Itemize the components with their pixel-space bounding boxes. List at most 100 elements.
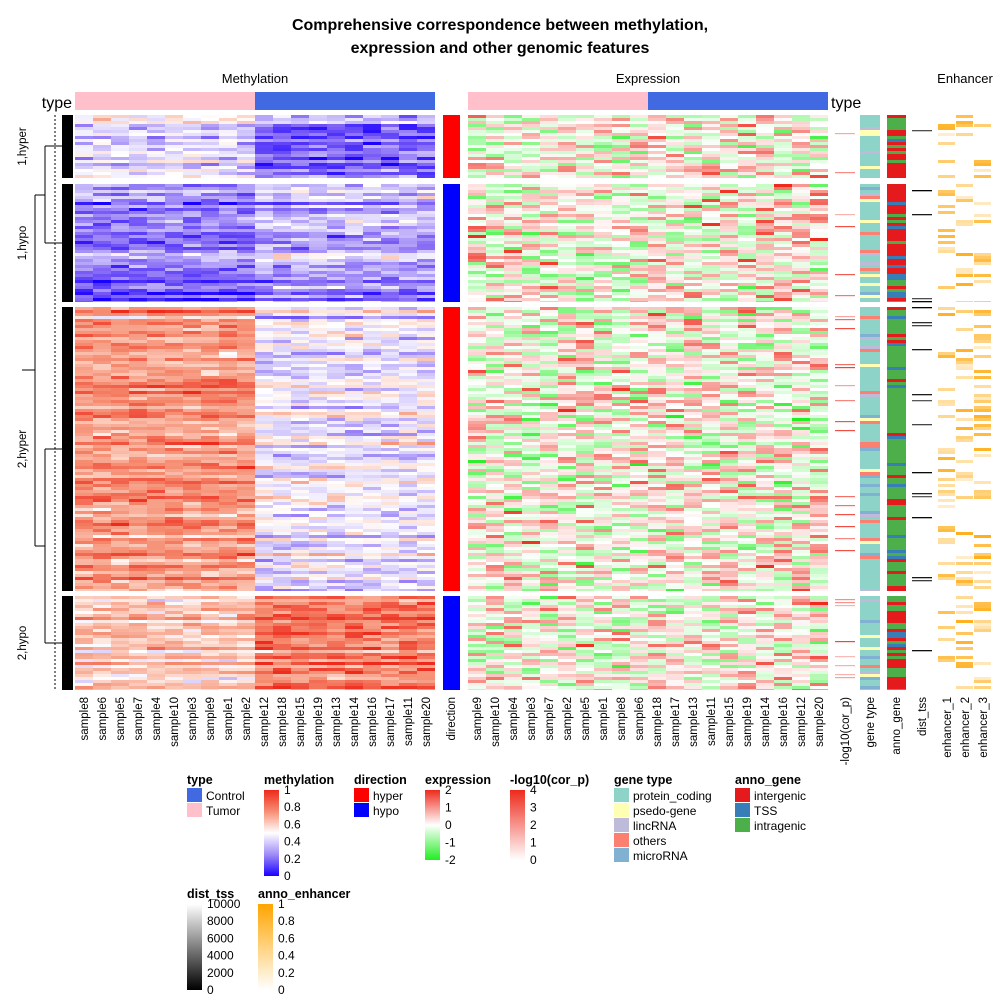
expression-cell [540, 208, 558, 211]
expression-cell [558, 463, 576, 466]
methylation-cell [129, 397, 147, 400]
expression-cell [594, 469, 612, 472]
expression-cell [576, 292, 594, 295]
expression-cell [774, 136, 792, 139]
expression-cell [540, 133, 558, 136]
expression-cell [612, 397, 630, 400]
anno-gene-cell [887, 124, 906, 127]
expression-cell [792, 325, 810, 328]
methylation-cell [363, 391, 381, 394]
expression-cell [666, 157, 684, 160]
cor-p-cell [835, 421, 855, 423]
methylation-cell [93, 262, 111, 265]
methylation-cell [417, 160, 435, 163]
expression-cell [594, 277, 612, 280]
expression-cell [648, 115, 666, 118]
methylation-cell [363, 235, 381, 238]
methylation-cell [399, 169, 417, 172]
expression-cell [594, 175, 612, 178]
expression-cell [792, 355, 810, 358]
expression-cell [756, 160, 774, 163]
methylation-cell [417, 301, 435, 302]
methylation-cell [273, 247, 291, 250]
methylation-cell [417, 172, 435, 175]
expression-cell [774, 355, 792, 358]
anno-gene-cell [887, 208, 906, 211]
methylation-cell [309, 442, 327, 445]
methylation-cell [165, 457, 183, 460]
expression-cell [594, 190, 612, 193]
methylation-cell [201, 193, 219, 196]
gene-type-cell [860, 127, 880, 130]
methylation-cell [201, 355, 219, 358]
anno-gene-cell [887, 457, 906, 460]
anno-gene-cell [887, 172, 906, 175]
methylation-cell [255, 196, 273, 199]
expression-cell [468, 121, 486, 124]
methylation-cell [237, 364, 255, 367]
methylation-cell [417, 310, 435, 313]
expression-cell [792, 136, 810, 139]
methylation-cell [273, 460, 291, 463]
expression-cell [504, 436, 522, 439]
expression-cell [810, 163, 828, 166]
expression-cell [612, 352, 630, 355]
methylation-cell [183, 235, 201, 238]
expression-cell [702, 160, 720, 163]
expression-cell [558, 232, 576, 235]
expression-cell [648, 256, 666, 259]
expression-cell [702, 118, 720, 121]
gene-type-cell [860, 244, 880, 247]
expression-cell [630, 226, 648, 229]
expression-cell [540, 145, 558, 148]
methylation-cell [327, 445, 345, 448]
methylation-cell [327, 394, 345, 397]
methylation-cell [255, 322, 273, 325]
methylation-cell [327, 337, 345, 340]
expression-cell [468, 346, 486, 349]
expression-cell [576, 256, 594, 259]
expression-cell [666, 265, 684, 268]
methylation-cell [327, 223, 345, 226]
expression-cell [738, 238, 756, 241]
methylation-cell [363, 289, 381, 292]
methylation-cell [255, 412, 273, 415]
expression-cell [756, 154, 774, 157]
methylation-cell [183, 457, 201, 460]
expression-cell [594, 355, 612, 358]
methylation-cell [165, 223, 183, 226]
expression-cell [594, 292, 612, 295]
methylation-cell [291, 232, 309, 235]
expression-cell [702, 460, 720, 463]
methylation-cell [345, 466, 363, 469]
methylation-cell [291, 421, 309, 424]
methylation-cell [147, 331, 165, 334]
methylation-cell [327, 352, 345, 355]
expression-cell [522, 232, 540, 235]
expression-cell [702, 259, 720, 262]
methylation-cell [273, 361, 291, 364]
methylation-cell [129, 235, 147, 238]
gene-type-cell [860, 184, 880, 187]
gene-type-cell [860, 397, 880, 400]
expression-cell [540, 418, 558, 421]
methylation-cell [417, 307, 435, 310]
expression-cell [684, 388, 702, 391]
methylation-cell [75, 316, 93, 319]
methylation-cell [201, 337, 219, 340]
methylation-cell [129, 301, 147, 302]
methylation-cell [183, 403, 201, 406]
methylation-cell [219, 367, 237, 370]
expression-cell [522, 265, 540, 268]
methylation-cell [111, 259, 129, 262]
methylation-cell [309, 265, 327, 268]
expression-cell [504, 316, 522, 319]
expression-cell [540, 172, 558, 175]
methylation-cell [111, 211, 129, 214]
methylation-cell [201, 139, 219, 142]
methylation-cell [201, 328, 219, 331]
expression-cell [504, 457, 522, 460]
gene-type-cell [860, 391, 880, 394]
expression-cell [702, 130, 720, 133]
expression-cell [558, 418, 576, 421]
